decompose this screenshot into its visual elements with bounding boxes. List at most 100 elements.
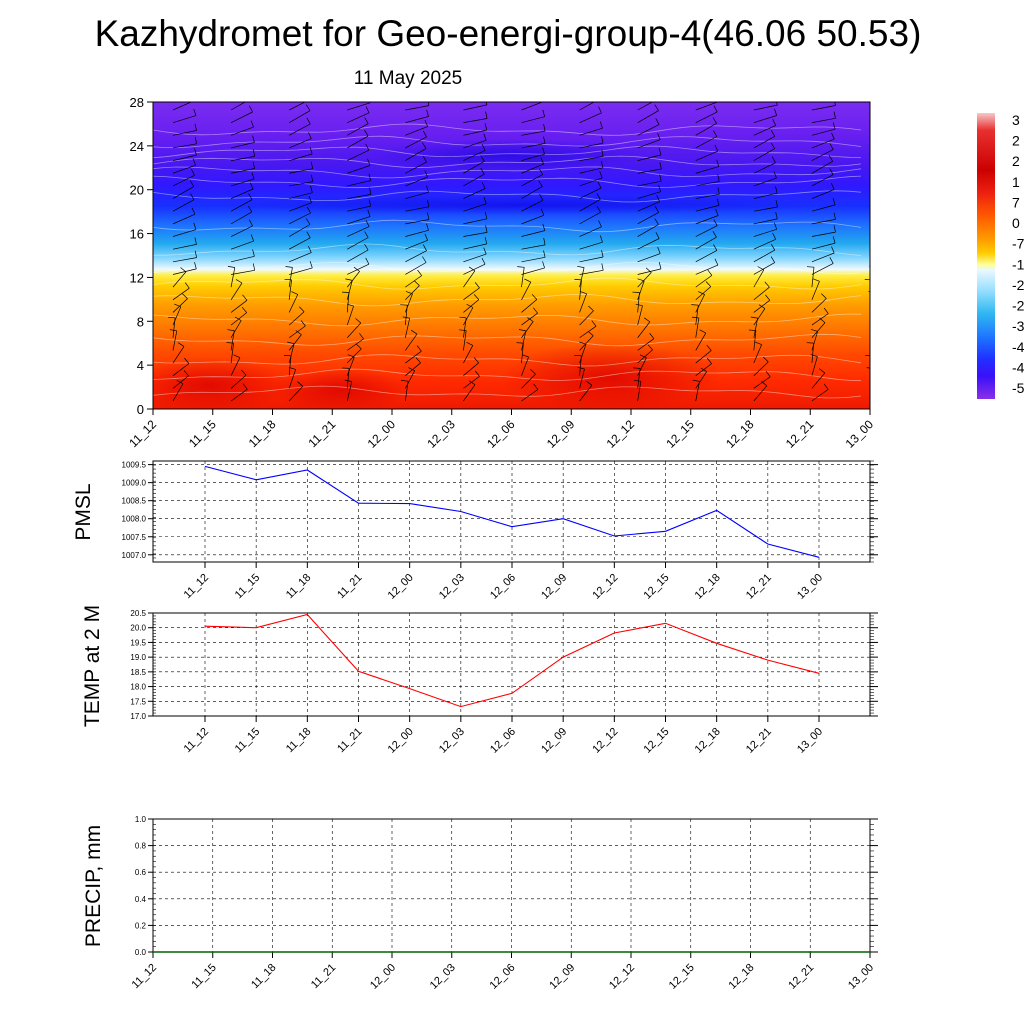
wind-barb bbox=[405, 191, 429, 199]
wind-barb-flag bbox=[598, 220, 602, 227]
wind-barb bbox=[869, 185, 870, 186]
wind-barb bbox=[172, 102, 193, 111]
wind-barb bbox=[579, 267, 585, 288]
wind-barb bbox=[230, 211, 253, 225]
x-tick-label: 13_00 bbox=[843, 417, 877, 451]
wind-barb-flag bbox=[882, 321, 886, 327]
wind-barb-flag bbox=[190, 193, 195, 200]
wind-barb bbox=[463, 188, 486, 199]
wind-barb-flag bbox=[890, 147, 892, 154]
wind-barb-flag bbox=[180, 267, 187, 273]
wind-barb bbox=[347, 123, 369, 136]
wind-barb bbox=[637, 102, 654, 111]
wind-barb-flag bbox=[426, 223, 429, 231]
y-tick-label: 0.4 bbox=[135, 895, 147, 904]
wind-barb bbox=[695, 236, 717, 250]
x-tick-label: 13_00 bbox=[795, 726, 825, 756]
wind-barb-flag bbox=[713, 105, 718, 113]
wind-barb bbox=[695, 250, 718, 263]
x-tick-label: 12_09 bbox=[547, 962, 577, 992]
wind-barb bbox=[753, 376, 771, 389]
wind-barb bbox=[579, 198, 601, 212]
wind-barb bbox=[695, 317, 700, 338]
wind-barb bbox=[695, 150, 718, 161]
wind-barb-flag bbox=[890, 260, 893, 267]
wind-barb bbox=[463, 287, 480, 301]
wind-barb bbox=[405, 116, 429, 123]
wind-barb bbox=[811, 174, 834, 187]
wind-barb bbox=[521, 214, 545, 225]
wind-barb bbox=[811, 372, 826, 389]
wind-barb-flag bbox=[892, 238, 893, 245]
wind-barb bbox=[347, 194, 371, 199]
wind-barb bbox=[637, 349, 653, 364]
wind-barb bbox=[347, 205, 371, 212]
wind-barb-flag bbox=[484, 211, 488, 219]
wind-barb-flag bbox=[591, 320, 597, 327]
wind-barb bbox=[405, 176, 428, 187]
wind-barb bbox=[811, 242, 836, 250]
wind-barb-flag bbox=[892, 225, 894, 232]
wind-barb bbox=[811, 313, 829, 326]
wind-barb bbox=[579, 226, 602, 237]
wind-barb-flag bbox=[717, 174, 720, 182]
wind-barb bbox=[347, 165, 371, 174]
wind-barb bbox=[289, 267, 313, 275]
wind-barb bbox=[346, 271, 360, 288]
y-tick-label: 0.6 bbox=[135, 868, 147, 877]
wind-barb bbox=[753, 385, 768, 402]
x-tick-label: 11_12 bbox=[126, 417, 159, 450]
wind-barb-flag bbox=[367, 209, 371, 217]
wind-barb bbox=[521, 389, 539, 402]
wind-barb bbox=[521, 174, 543, 187]
wind-barb-flag bbox=[194, 136, 197, 144]
contour-line bbox=[153, 123, 862, 136]
y-tick-label: 20.0 bbox=[130, 624, 146, 633]
x-tick-label: 12_06 bbox=[488, 726, 518, 756]
wind-barb-flag bbox=[474, 370, 480, 377]
wind-barb-flag bbox=[748, 329, 756, 331]
wind-barb-flag bbox=[310, 185, 313, 193]
wind-barb-flag bbox=[635, 303, 643, 307]
wind-barb-flag bbox=[828, 155, 833, 162]
contour-line bbox=[153, 155, 862, 169]
wind-barb-flag bbox=[832, 122, 836, 130]
wind-barb-flag bbox=[414, 280, 420, 286]
wind-barb-flag bbox=[866, 367, 870, 369]
wind-barb bbox=[405, 262, 427, 275]
y-tick-label: 16 bbox=[130, 227, 144, 242]
wind-barb bbox=[230, 389, 248, 402]
wind-barb-flag bbox=[770, 130, 776, 137]
wind-barb-flag bbox=[880, 332, 885, 337]
wind-barb bbox=[637, 305, 643, 326]
colorbar-label: -2 bbox=[1012, 298, 1024, 314]
wind-barb-flag bbox=[194, 237, 197, 245]
y-tick-label: 1.0 bbox=[135, 815, 147, 824]
wind-barb-flag bbox=[233, 354, 241, 359]
wind-barb-flag bbox=[469, 380, 476, 385]
wind-barb bbox=[579, 279, 582, 300]
wind-barb-flag bbox=[765, 294, 771, 301]
wind-barb bbox=[405, 161, 427, 174]
wind-barb bbox=[811, 356, 818, 376]
wind-barb bbox=[811, 322, 826, 338]
wind-barb-flag bbox=[875, 381, 881, 385]
contour-line bbox=[153, 262, 862, 275]
x-tick-label: 12_18 bbox=[723, 417, 757, 451]
x-tick-label: 13_00 bbox=[846, 962, 876, 992]
wind-barb bbox=[811, 219, 836, 225]
wind-barb bbox=[811, 231, 836, 237]
wind-barb bbox=[463, 243, 487, 250]
wind-barb-flag bbox=[194, 250, 197, 258]
wind-barb bbox=[288, 279, 292, 300]
y-tick-label: 20.5 bbox=[130, 609, 146, 618]
wind-barb-flag bbox=[481, 182, 486, 189]
wind-barb bbox=[463, 129, 487, 136]
wind-barb-flag bbox=[717, 187, 720, 195]
wind-barb-flag bbox=[830, 182, 835, 190]
wind-barb bbox=[869, 337, 870, 338]
wind-barb bbox=[289, 138, 312, 149]
wind-barb bbox=[172, 143, 197, 149]
wind-barb bbox=[753, 330, 757, 351]
x-tick-label: 12_00 bbox=[386, 572, 416, 602]
